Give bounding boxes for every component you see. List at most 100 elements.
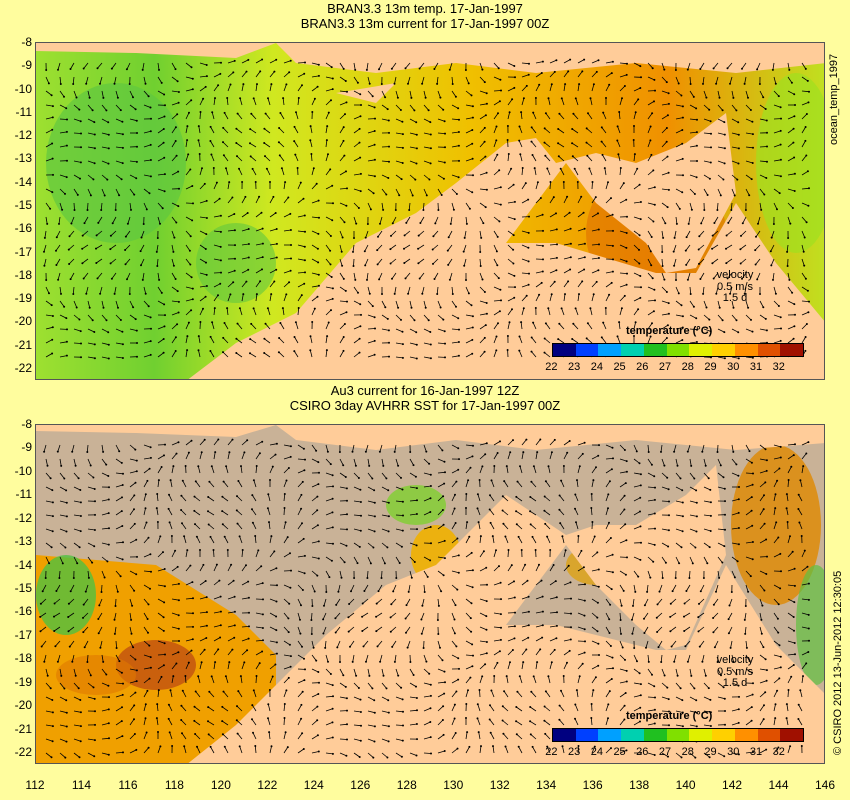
current-arrow-head xyxy=(793,115,796,118)
current-arrow xyxy=(728,626,733,634)
current-arrow-head xyxy=(665,81,668,84)
current-arrow-head xyxy=(359,529,362,532)
current-arrow-head xyxy=(512,234,515,237)
current-arrow xyxy=(745,458,753,464)
current-arrow-head xyxy=(495,549,497,552)
current-arrow-head xyxy=(135,329,138,332)
current-arrow xyxy=(465,188,473,193)
current-arrow-head xyxy=(590,493,593,495)
current-arrow xyxy=(436,76,439,84)
current-arrow-head xyxy=(442,318,445,321)
current-arrow xyxy=(255,294,258,302)
current-arrow-head xyxy=(235,142,238,144)
current-arrow-head xyxy=(776,617,779,620)
current-arrow xyxy=(227,60,235,64)
current-arrow xyxy=(801,300,810,302)
current-arrow xyxy=(619,244,627,249)
current-arrow xyxy=(437,654,443,661)
current-arrow xyxy=(115,356,123,359)
current-arrow-head xyxy=(557,338,560,341)
current-arrow-head xyxy=(443,539,446,542)
current-arrow xyxy=(507,112,510,120)
current-arrow-head xyxy=(625,73,628,76)
current-arrow xyxy=(129,314,136,320)
current-arrow-head xyxy=(346,499,348,502)
current-arrow-head xyxy=(619,619,622,621)
current-arrow xyxy=(745,496,753,502)
current-arrow xyxy=(353,286,359,294)
current-arrow-head xyxy=(274,212,277,214)
current-arrow-head xyxy=(458,667,460,670)
current-arrow xyxy=(773,174,781,177)
current-arrow xyxy=(255,626,263,629)
current-arrow-head xyxy=(368,82,371,85)
current-arrow-head xyxy=(402,514,404,517)
current-arrow-head xyxy=(82,67,85,70)
current-arrow-head xyxy=(69,590,72,593)
current-arrow xyxy=(143,732,147,740)
current-arrow-head xyxy=(807,311,810,314)
current-arrow-head xyxy=(382,674,385,677)
current-arrow-head xyxy=(335,603,338,606)
current-arrow xyxy=(325,570,330,578)
current-arrow xyxy=(73,528,81,532)
current-arrow-head xyxy=(83,646,86,649)
current-arrow-head xyxy=(264,322,267,325)
current-arrow-head xyxy=(180,509,183,511)
current-arrow xyxy=(801,102,809,106)
current-arrow xyxy=(395,724,404,726)
current-arrow-head xyxy=(249,155,252,158)
current-arrow-head xyxy=(454,604,457,607)
current-arrow xyxy=(465,598,472,604)
current-arrow xyxy=(563,294,566,302)
current-arrow-head xyxy=(389,616,392,619)
current-arrow-head xyxy=(774,292,777,295)
current-arrow-head xyxy=(136,132,138,134)
current-arrow xyxy=(602,112,607,120)
current-arrow xyxy=(251,509,257,516)
current-arrow-head xyxy=(359,303,362,306)
current-arrow xyxy=(712,612,719,619)
current-arrow xyxy=(255,452,261,460)
current-arrow-head xyxy=(582,566,585,569)
current-arrow xyxy=(451,188,458,195)
current-arrow xyxy=(129,174,137,179)
current-arrow xyxy=(409,146,417,149)
current-arrow xyxy=(280,112,285,120)
current-arrow-head xyxy=(443,330,446,333)
current-arrow xyxy=(185,550,188,558)
current-arrow xyxy=(535,244,543,247)
current-arrow xyxy=(325,322,330,330)
current-arrow xyxy=(73,342,82,344)
current-arrow-head xyxy=(156,521,159,523)
current-arrow xyxy=(744,286,747,294)
current-arrow xyxy=(87,356,95,359)
current-arrow-head xyxy=(468,207,471,210)
current-arrow xyxy=(171,676,174,684)
current-arrow xyxy=(101,160,109,164)
current-arrow-head xyxy=(680,304,683,307)
current-arrow-head xyxy=(666,206,669,209)
current-arrow xyxy=(437,314,444,320)
current-arrow-head xyxy=(412,674,415,676)
current-arrow-head xyxy=(653,100,655,103)
current-arrow xyxy=(773,522,777,530)
current-arrow-head xyxy=(684,249,687,252)
current-arrow-head xyxy=(301,84,303,87)
current-arrow-head xyxy=(65,176,68,179)
current-arrow xyxy=(353,128,360,134)
current-arrow-head xyxy=(65,489,68,492)
current-arrow-head xyxy=(541,244,544,247)
current-arrow xyxy=(731,118,739,123)
current-arrow xyxy=(717,570,720,578)
current-arrow-head xyxy=(496,235,499,238)
current-arrow-head xyxy=(652,169,655,172)
current-arrow xyxy=(423,342,431,345)
current-arrow-head xyxy=(560,97,563,100)
current-arrow-head xyxy=(204,580,207,582)
current-arrow xyxy=(126,272,131,280)
current-arrow-head xyxy=(485,615,488,618)
current-arrow xyxy=(185,185,193,190)
current-arrow xyxy=(686,584,691,592)
current-arrow-head xyxy=(275,600,278,603)
